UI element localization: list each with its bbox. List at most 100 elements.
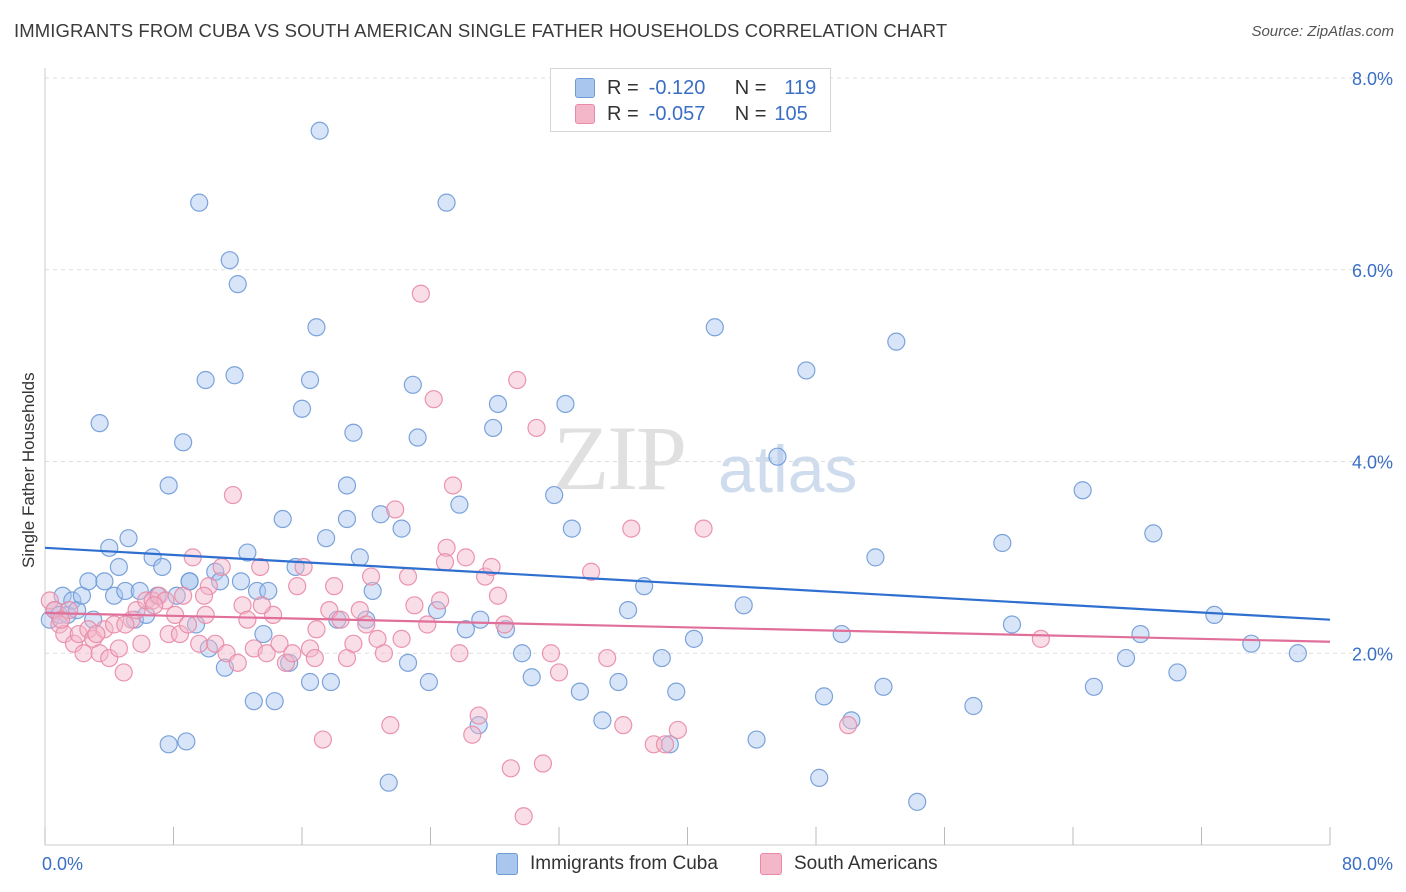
point-south-americans bbox=[392, 629, 411, 648]
point-south-americans bbox=[174, 586, 193, 605]
x-tick-label-min: 0.0% bbox=[42, 854, 83, 874]
point-cuba bbox=[593, 711, 612, 730]
point-cuba bbox=[1002, 615, 1022, 634]
point-cuba bbox=[116, 581, 135, 601]
point-cuba bbox=[254, 624, 273, 644]
point-cuba bbox=[1288, 644, 1307, 663]
point-south-americans bbox=[374, 644, 394, 663]
point-south-americans bbox=[238, 610, 257, 629]
legend-swatch-pink bbox=[575, 104, 595, 124]
bottom-legend-label-south-americans: South Americans bbox=[794, 853, 938, 874]
point-south-americans bbox=[288, 577, 307, 596]
point-south-americans bbox=[668, 720, 687, 740]
point-cuba bbox=[300, 672, 320, 692]
point-cuba bbox=[1144, 524, 1163, 543]
point-south-americans bbox=[456, 548, 475, 567]
point-south-americans bbox=[233, 596, 252, 615]
point-cuba bbox=[427, 601, 447, 620]
point-cuba bbox=[90, 414, 109, 433]
point-south-americans bbox=[418, 615, 437, 634]
point-cuba bbox=[228, 275, 247, 294]
point-cuba bbox=[1131, 624, 1150, 644]
y-tick-label: 4.0% bbox=[1352, 453, 1393, 473]
point-south-americans bbox=[527, 418, 546, 438]
point-cuba bbox=[667, 682, 686, 701]
point-south-americans bbox=[488, 586, 508, 605]
point-cuba bbox=[684, 629, 704, 648]
point-cuba bbox=[469, 716, 488, 735]
point-cuba bbox=[609, 672, 628, 692]
point-south-americans bbox=[252, 596, 271, 615]
point-cuba bbox=[174, 433, 193, 452]
point-south-americans bbox=[450, 644, 469, 663]
watermark-atlas: atlas bbox=[718, 432, 858, 506]
point-south-americans bbox=[361, 567, 381, 586]
point-south-americans bbox=[305, 648, 324, 668]
point-south-americans bbox=[276, 653, 296, 672]
legend-r-label: R = bbox=[607, 102, 639, 125]
point-south-americans bbox=[194, 586, 214, 605]
point-cuba bbox=[1205, 605, 1224, 625]
point-south-americans bbox=[463, 725, 482, 744]
point-cuba bbox=[403, 375, 422, 394]
bottom-legend-swatch-pink bbox=[760, 853, 782, 875]
point-south-americans bbox=[251, 557, 270, 577]
point-cuba bbox=[159, 476, 178, 495]
point-cuba bbox=[488, 394, 508, 414]
point-cuba bbox=[109, 557, 128, 577]
bottom-legend-swatch-blue bbox=[496, 853, 518, 875]
point-cuba bbox=[1084, 677, 1103, 696]
point-south-americans bbox=[614, 716, 633, 735]
point-south-americans bbox=[87, 624, 106, 644]
point-south-americans bbox=[381, 716, 400, 735]
point-south-americans bbox=[398, 567, 418, 586]
point-cuba bbox=[130, 581, 149, 601]
point-cuba bbox=[379, 773, 398, 792]
point-cuba bbox=[307, 318, 326, 337]
point-cuba bbox=[842, 711, 861, 730]
point-cuba bbox=[512, 644, 532, 663]
point-cuba bbox=[993, 533, 1012, 553]
point-south-americans bbox=[482, 557, 501, 577]
point-cuba bbox=[196, 370, 215, 390]
y-tick-label: 2.0% bbox=[1352, 644, 1393, 664]
point-cuba bbox=[100, 538, 119, 557]
point-south-americans bbox=[69, 624, 88, 644]
point-south-americans bbox=[114, 663, 133, 682]
point-cuba bbox=[398, 653, 418, 672]
point-south-americans bbox=[307, 620, 326, 639]
point-cuba bbox=[159, 735, 178, 754]
point-south-americans bbox=[100, 648, 119, 668]
legend-r-label: R = bbox=[607, 76, 639, 99]
point-cuba bbox=[79, 572, 98, 591]
point-cuba bbox=[797, 361, 816, 380]
point-south-americans bbox=[622, 519, 641, 538]
point-cuba bbox=[484, 418, 503, 438]
point-south-americans bbox=[357, 615, 376, 634]
point-south-americans bbox=[270, 634, 289, 653]
point-cuba bbox=[95, 572, 114, 591]
point-cuba bbox=[556, 394, 575, 414]
point-cuba bbox=[1168, 663, 1187, 682]
legend-r-value: -0.057 bbox=[648, 102, 706, 125]
point-cuba bbox=[344, 423, 363, 442]
point-cuba bbox=[570, 682, 589, 701]
legend-row-cuba: R = -0.120 N = 119 bbox=[575, 76, 816, 100]
point-south-americans bbox=[437, 538, 456, 557]
watermark-zip: ZIP bbox=[553, 407, 687, 509]
point-cuba bbox=[887, 332, 906, 351]
point-cuba bbox=[652, 648, 671, 668]
point-cuba bbox=[321, 672, 341, 692]
point-cuba bbox=[231, 572, 251, 591]
point-cuba bbox=[747, 730, 766, 749]
point-cuba bbox=[1242, 634, 1261, 653]
stats-legend: R = -0.120 N = 119 R = -0.057 N = 105 bbox=[550, 68, 831, 132]
point-south-americans bbox=[132, 634, 151, 653]
bottom-legend-south-americans: South Americans bbox=[760, 852, 938, 876]
point-cuba bbox=[190, 193, 209, 212]
source-label: Source: ZipAtlas.com bbox=[1251, 23, 1394, 40]
point-cuba bbox=[768, 447, 787, 466]
chart-title: IMMIGRANTS FROM CUBA VS SOUTH AMERICAN S… bbox=[14, 20, 948, 41]
point-south-americans bbox=[212, 557, 231, 577]
